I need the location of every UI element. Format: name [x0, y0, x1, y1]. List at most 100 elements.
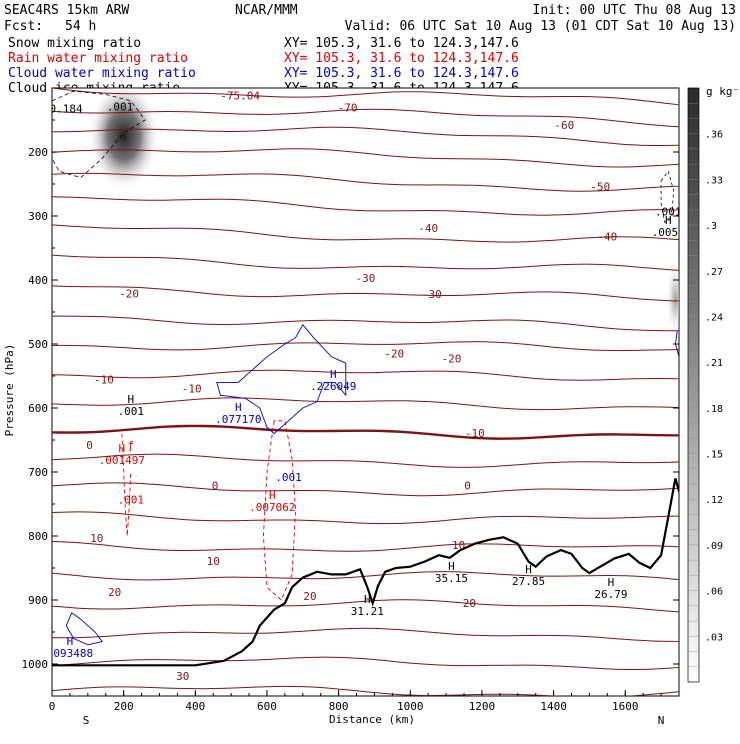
x-axis-label: Distance (km) [329, 713, 415, 726]
contour-label: .001 [275, 471, 302, 484]
high-marker: H [608, 576, 615, 589]
isotherm-line [52, 571, 679, 581]
init-label: Init: 00 UTC Thu 08 Aug 13 [533, 3, 737, 18]
valid-label: Valid: 06 UTC Sat 10 Aug 13 (01 CDT Sat … [345, 19, 736, 34]
colorbar-label: .03 [705, 632, 723, 643]
cloud-water-contour [65, 612, 103, 646]
isotherm-label: -50 [590, 180, 610, 193]
contour-label: .001 [107, 100, 134, 113]
isotherm-line [52, 254, 679, 271]
x-end-label-south: S [83, 714, 90, 727]
isotherm-label: -30 [356, 272, 376, 285]
isotherm-line [52, 196, 679, 216]
high-value-label: .077170 [215, 413, 261, 426]
cloud-ice-contour [52, 90, 146, 179]
fcst-value: 54 h [65, 19, 96, 34]
y-tick-label: 900 [28, 594, 48, 607]
legend-rain: Rain water mixing ratio [8, 51, 188, 66]
isotherm-label: 10 [207, 555, 220, 568]
isotherm-line [52, 397, 679, 411]
isotherm-label: 0 [86, 439, 93, 452]
colorbar-label: .18 [705, 404, 723, 415]
isotherm-label: -30 [422, 288, 442, 301]
title: SEAC4RS 15km ARW [4, 3, 129, 18]
high-value-label: .001 [118, 405, 145, 418]
isotherm-label: 30 [176, 670, 189, 683]
isotherm-label: -60 [554, 119, 574, 132]
isotherm-label: 20 [303, 590, 316, 603]
high-marker: H [525, 563, 532, 576]
high-value-label: .001497 [99, 454, 145, 467]
isotherm-line [52, 341, 679, 352]
high-marker: H [448, 560, 455, 573]
x-tick-label: 800 [329, 700, 349, 713]
terrain-line [52, 478, 679, 667]
cloud-ice-contour-north [660, 170, 675, 224]
legend-cloudwater: Cloud water mixing ratio [8, 66, 196, 81]
isotherm-line [52, 540, 679, 552]
colorbar-gradient [687, 87, 700, 683]
high-value-label: .093488 [47, 647, 93, 660]
y-tick-label: 400 [28, 274, 48, 287]
isotherm-zero-line [52, 424, 679, 440]
center-label: NCAR/MMM [235, 3, 298, 18]
x-end-label-north: N [658, 714, 665, 727]
isotherm-line [52, 599, 679, 613]
y-tick-label: 500 [28, 338, 48, 351]
rain-water-contour [121, 433, 132, 537]
colorbar: g kg⁻¹ .03 .06 .09 .12 .15 .18 .21 .24 .27 .3 .33.… [687, 85, 740, 683]
isotherm-line [52, 453, 679, 468]
isotherm-label: -10 [182, 383, 202, 396]
x-tick-label: 0 [49, 700, 56, 713]
colorbar-label: .27 [705, 267, 723, 278]
plot-frame [51, 87, 680, 697]
isotherm-line [52, 511, 679, 525]
isotherm-line [52, 285, 679, 302]
x-tick-label: 1400 [540, 700, 567, 713]
isotherm-line [52, 656, 679, 671]
high-marker: H [119, 442, 126, 455]
high-marker: H [235, 401, 242, 414]
colorbar-label: .3 [705, 221, 717, 232]
isotherm-line [52, 369, 679, 381]
isotherm-label: -10 [465, 427, 485, 440]
isotherm-label: -20 [384, 347, 404, 360]
isotherm-label: 30 [65, 694, 78, 707]
contour-label: ƒ [128, 439, 135, 452]
y-tick-label: 700 [28, 466, 48, 479]
high-marker: H [269, 489, 276, 502]
x-tick-label: 1000 [397, 700, 424, 713]
isotherm-line [52, 685, 679, 696]
isotherm-label: 20 [108, 586, 121, 599]
legend-rain-xy: XY= 105.3, 31.6 to 124.3,147.6 [284, 51, 519, 66]
isotherm-line [52, 482, 679, 497]
isotherm-label: 20 [463, 597, 476, 610]
isotherm-label: -40 [418, 222, 438, 235]
x-tick-label: 1200 [469, 700, 496, 713]
colorbar-label: .12 [705, 495, 723, 506]
isotherm-line [52, 627, 679, 642]
y-tick-label: 200 [28, 146, 48, 159]
high-value-label: .226049 [310, 380, 356, 393]
colorbar-label: .36 [705, 130, 723, 141]
high-marker: H [128, 393, 135, 406]
high-marker: H [330, 368, 337, 381]
high-value-label: .007062 [249, 501, 295, 514]
isotherm-line [52, 172, 679, 192]
high-value-label: .0053 [652, 226, 685, 239]
legend-snow: Snow mixing ratio [8, 36, 141, 51]
cloud-water-contour [216, 324, 347, 435]
colorbar-label: .15 [705, 450, 723, 461]
isotherm-line [52, 224, 679, 243]
y-tick-label: 1000 [22, 658, 49, 671]
contour-label: 70.184 [43, 102, 83, 115]
contour-label: .001 [118, 493, 145, 506]
isotherm-label: -75.04 [220, 90, 260, 103]
colorbar-label: .21 [705, 358, 723, 369]
x-tick-label: 1600 [612, 700, 639, 713]
high-marker: H [665, 214, 672, 227]
contour-label: .001 [655, 205, 682, 218]
high-marker: H [67, 635, 74, 648]
high-marker: H [364, 593, 371, 606]
